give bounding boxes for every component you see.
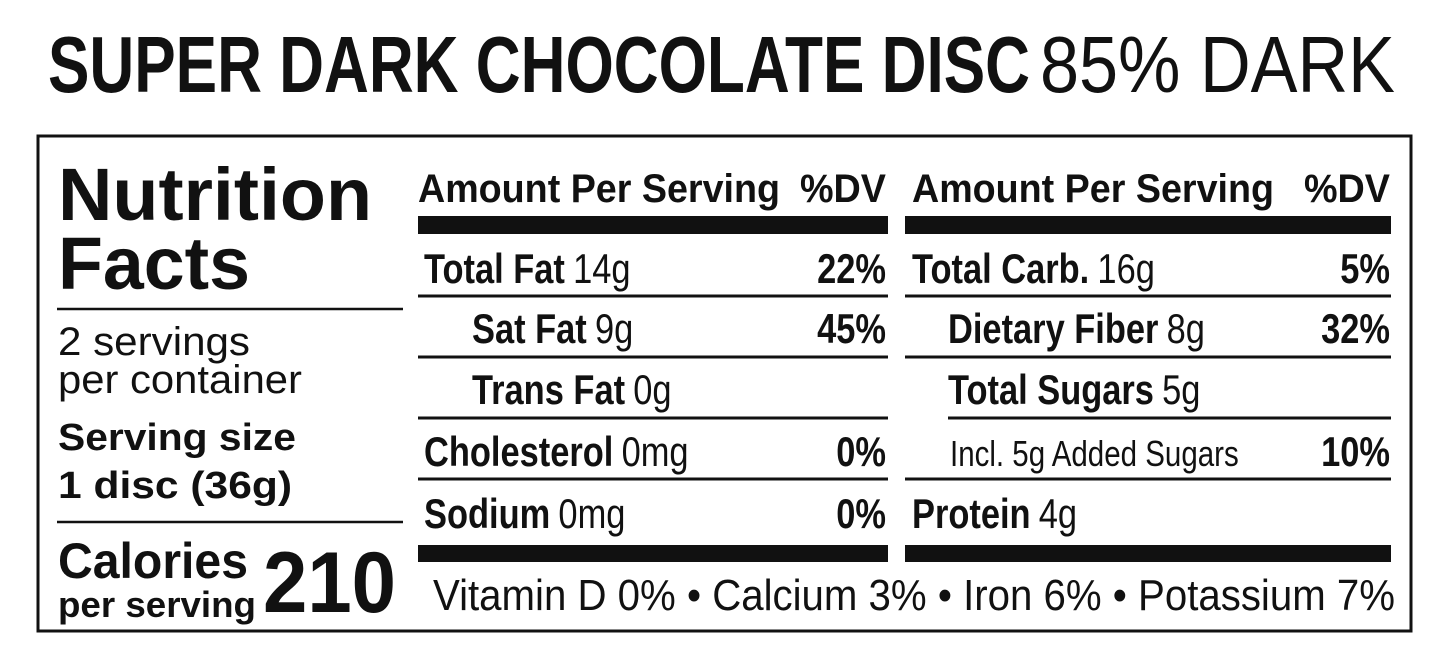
thick-bar [905, 216, 1391, 234]
calories-label: Calories [58, 533, 248, 589]
nutrient-name: Trans Fat [472, 367, 625, 414]
nutrient-row: Trans Fat 0g [472, 367, 672, 414]
nutrient-row: Dietary Fiber 8g [948, 306, 1205, 353]
nutrient-name: Cholesterol [424, 429, 613, 476]
nutrient-name: Total Sugars [948, 367, 1154, 414]
product-name: SUPER DARK CHOCOLATE DISC [48, 20, 1030, 110]
thick-bar [905, 545, 1391, 562]
column-header: Amount Per Serving [418, 166, 780, 211]
nutrient-dv: 0% [836, 429, 886, 476]
serving-size-value: 1 disc (36g) [58, 465, 292, 507]
nutrient-dv: 22% [817, 246, 886, 293]
nutrient-row: Total Carb. 16g [912, 246, 1155, 293]
thick-bar [418, 216, 888, 234]
facts-heading: Facts [58, 223, 250, 305]
nutrient-amount: 8g [1167, 306, 1205, 353]
calories-sublabel: per serving [58, 584, 256, 624]
nutrient-dv: 32% [1321, 306, 1390, 353]
nutrient-amount: 16g [1097, 246, 1154, 293]
nutrient-name: Incl. 5g Added Sugars [950, 433, 1239, 473]
nutrient-amount: 0mg [622, 429, 689, 476]
nutrient-row: Total Sugars 5g [948, 367, 1200, 414]
nutrient-amount: 0g [633, 367, 671, 414]
nutrient-amount: 4g [1039, 491, 1077, 538]
nutrient-name: Total Fat [424, 246, 565, 293]
nutrient-name: Total Carb. [912, 246, 1089, 293]
calories-value: 210 [263, 534, 396, 630]
nutrient-dv: 5% [1340, 246, 1390, 293]
column-header-dv: %DV [1304, 166, 1391, 211]
nutrient-row: Protein 4g [912, 491, 1077, 538]
thick-bar [418, 545, 888, 562]
nutrient-row: Cholesterol 0mg [424, 429, 689, 476]
nutrient-dv: 45% [817, 306, 886, 353]
nutrient-amount: 9g [595, 306, 633, 353]
label-border [36, 134, 1413, 633]
column-header-dv: %DV [800, 166, 887, 211]
nutrient-row: Sodium 0mg [424, 491, 625, 538]
nutrient-amount: 5g [1162, 367, 1200, 414]
nutrient-name: Protein [912, 491, 1031, 538]
serving-size-label: Serving size [58, 417, 296, 459]
nutrient-dv: 10% [1321, 429, 1390, 476]
nutrient-row: Sat Fat 9g [472, 306, 633, 353]
facts-heading: Nutrition [58, 154, 372, 236]
product-variant: 85% DARK [1040, 20, 1395, 110]
nutrient-name: Dietary Fiber [948, 306, 1159, 353]
nutrient-amount: 0mg [558, 491, 625, 538]
servings: 2 servings [58, 319, 250, 364]
nutrient-amount: 14g [573, 246, 630, 293]
nutrient-dv: 0% [836, 491, 886, 538]
nutrient-row: Total Fat 14g [424, 246, 631, 293]
text-layer: SUPER DARK CHOCOLATE DISC 85% DARK Nutriti… [48, 20, 1395, 631]
nutrient-name: Sat Fat [472, 306, 587, 353]
nutrient-name: Sodium [424, 491, 550, 538]
column-header: Amount Per Serving [912, 166, 1274, 211]
servings: per container [58, 357, 302, 402]
vitamins-footer: Vitamin D 0% • Calcium 3% • Iron 6% • Po… [433, 571, 1395, 620]
nutrient-row: Incl. 5g Added Sugars [950, 433, 1239, 473]
